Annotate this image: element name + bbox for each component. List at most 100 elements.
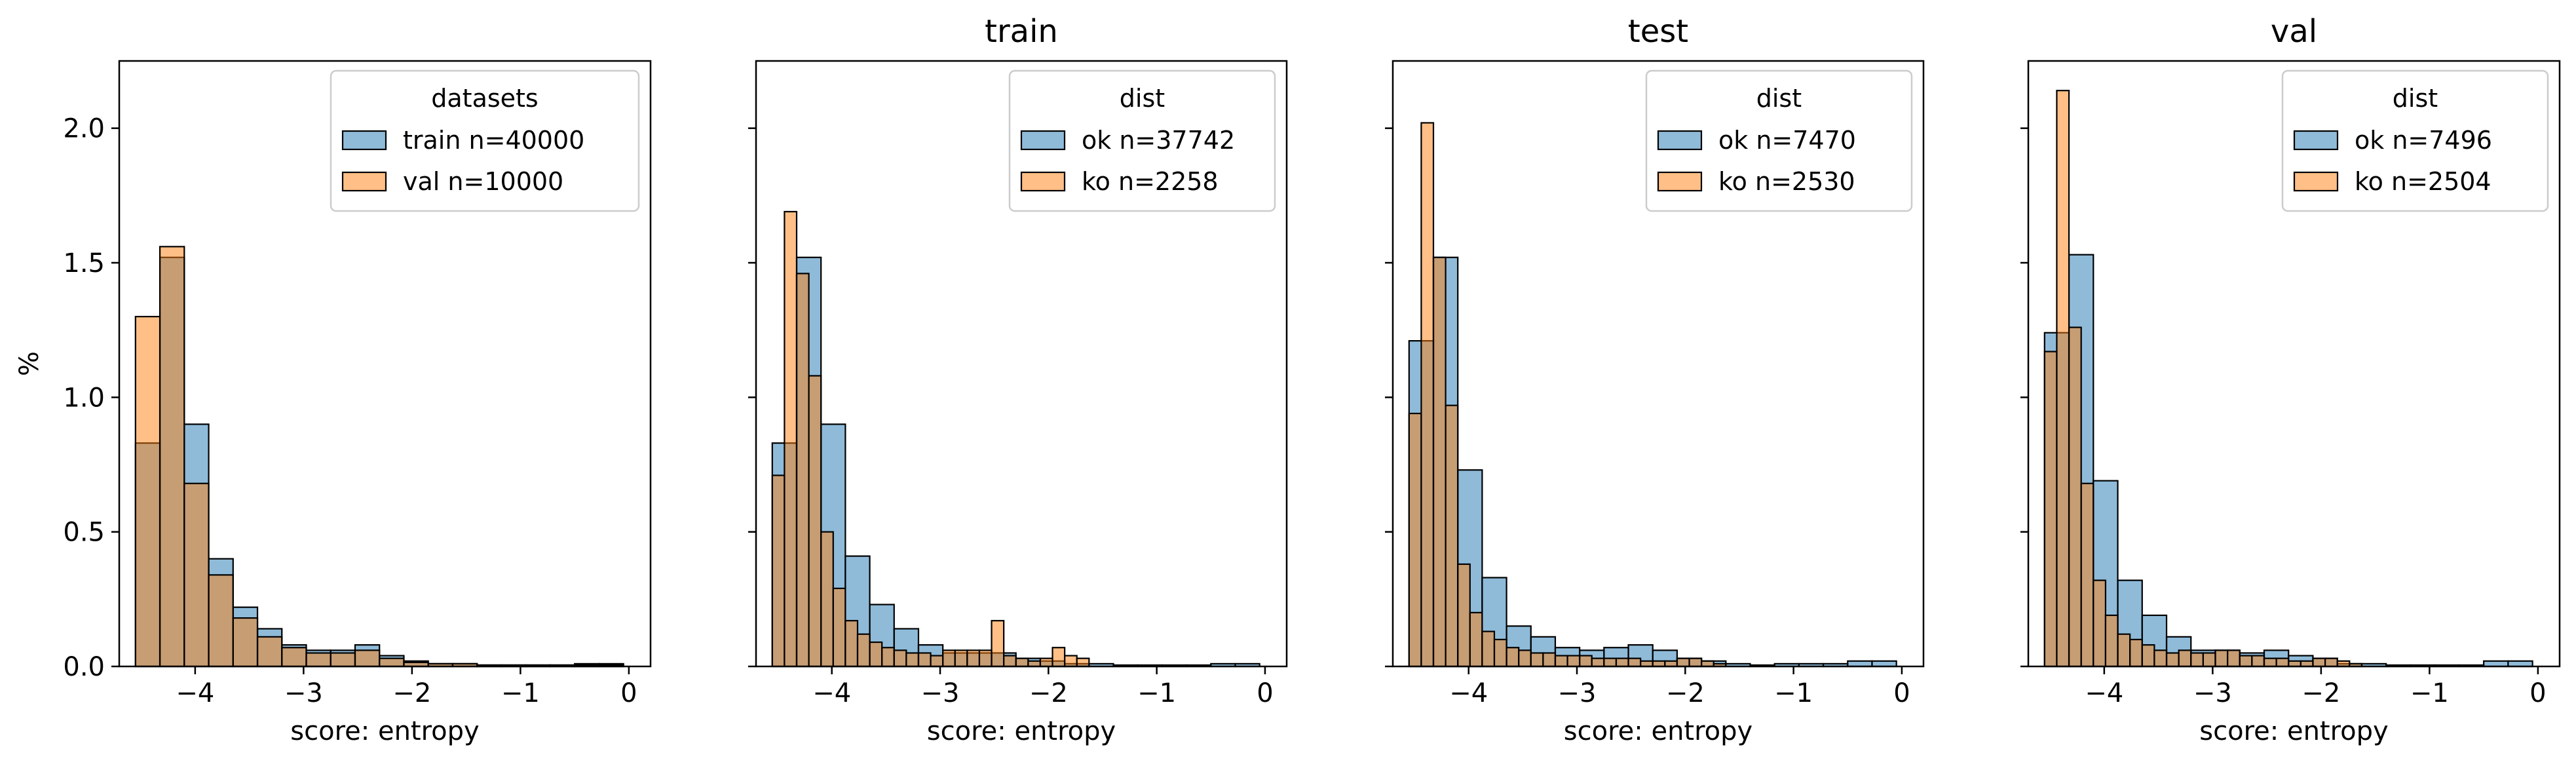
histogram-bar bbox=[795, 273, 810, 668]
histogram-bar bbox=[183, 482, 210, 668]
x-tick-label: −3 bbox=[1558, 678, 1597, 708]
legend-swatch bbox=[2293, 130, 2339, 151]
histogram-bar bbox=[2202, 652, 2216, 668]
histogram-bar bbox=[2214, 649, 2229, 668]
legend-entry-label: train n=40000 bbox=[403, 126, 584, 155]
legend-entry-label: ko n=2530 bbox=[1718, 167, 1855, 196]
legend-swatch bbox=[1020, 130, 1066, 151]
legend-box bbox=[1008, 69, 1276, 212]
histogram-bar bbox=[1603, 657, 1618, 668]
legend-entry-label: ok n=7496 bbox=[2355, 126, 2492, 155]
histogram-bar bbox=[2093, 579, 2107, 668]
histogram-bar bbox=[1591, 657, 1605, 668]
histogram-bar bbox=[954, 649, 968, 668]
legend-swatch bbox=[2293, 171, 2339, 192]
legend-entry-label: ok n=37742 bbox=[1082, 126, 1235, 155]
histogram-bar bbox=[942, 649, 956, 668]
series-2 bbox=[134, 246, 624, 668]
histogram-bar bbox=[2263, 657, 2277, 668]
histogram-bar bbox=[1506, 647, 1520, 668]
histogram-bar bbox=[1676, 657, 1690, 668]
x-tick-label: −2 bbox=[1666, 678, 1705, 708]
histogram-bar bbox=[1542, 652, 1557, 668]
series-1 bbox=[2043, 254, 2533, 668]
legend-box bbox=[330, 69, 640, 212]
histogram-bar bbox=[281, 647, 307, 668]
histogram-bar bbox=[330, 652, 356, 668]
x-tick-label: −1 bbox=[501, 678, 540, 708]
histogram-bar bbox=[905, 652, 920, 668]
histogram-bar bbox=[1051, 647, 1066, 668]
panel-title: test bbox=[1628, 13, 1688, 50]
legend-swatch bbox=[1020, 171, 1066, 192]
histogram-bar bbox=[1493, 638, 1507, 668]
panel-title: train bbox=[985, 13, 1058, 50]
histogram-bar bbox=[2190, 652, 2204, 668]
axes-frame bbox=[1392, 60, 1925, 668]
legend-box bbox=[2281, 69, 2549, 212]
histogram-bar bbox=[1445, 404, 1459, 668]
histogram-bar bbox=[991, 620, 1005, 668]
legend-box bbox=[1645, 69, 1913, 212]
x-axis-label: score: entropy bbox=[2199, 716, 2388, 746]
legend-swatch bbox=[1657, 171, 1703, 192]
axes-frame bbox=[2027, 60, 2561, 668]
legend: dist ok n=7470 ko n=2530 bbox=[1645, 69, 1913, 212]
legend-title: datasets bbox=[431, 84, 538, 113]
histogram-bar bbox=[808, 375, 822, 668]
histogram-bar bbox=[1554, 655, 1568, 668]
x-tick-label: −1 bbox=[1774, 678, 1813, 708]
histogram-bar bbox=[2104, 614, 2119, 668]
legend-swatch bbox=[341, 130, 387, 151]
histogram-bar bbox=[2312, 657, 2326, 668]
histogram-bar bbox=[1688, 657, 1703, 668]
histogram-bar bbox=[305, 652, 331, 668]
x-tick-label: −3 bbox=[2193, 678, 2232, 708]
x-tick-label: −4 bbox=[176, 678, 214, 708]
x-tick-label: 0 bbox=[1893, 678, 1910, 708]
axes-frame bbox=[118, 60, 652, 668]
histogram-bar bbox=[1615, 657, 1629, 668]
legend-entry-label: ko n=2504 bbox=[2355, 167, 2491, 196]
histogram-bar bbox=[1064, 655, 1078, 668]
histogram-bar bbox=[2165, 652, 2180, 668]
histogram-bar bbox=[1530, 652, 1544, 668]
histogram-bar bbox=[820, 531, 834, 668]
histogram-bar bbox=[1420, 122, 1435, 668]
y-axis-label: % bbox=[14, 351, 45, 376]
histogram-bar bbox=[1579, 655, 1593, 668]
histogram-bar bbox=[2068, 326, 2082, 668]
x-tick-label: −4 bbox=[1449, 678, 1488, 708]
legend-swatch bbox=[1657, 130, 1703, 151]
legend-title: dist bbox=[2393, 84, 2438, 113]
y-tick-label: 0.5 bbox=[63, 518, 105, 548]
y-tick-label: 1.0 bbox=[63, 383, 105, 413]
chart-panel-1: −4 −3 −2 −1 0 0.0 0.5 1.0 1.5 2.0 score: entropy% d… bbox=[14, 60, 652, 746]
histogram-bar bbox=[844, 620, 859, 668]
histogram-bar bbox=[2043, 351, 2058, 668]
histogram-bar bbox=[2239, 655, 2253, 668]
histogram-bar bbox=[1469, 611, 1483, 668]
histogram-bar bbox=[1566, 655, 1581, 668]
histogram-bar bbox=[832, 587, 846, 668]
histogram-bar bbox=[1003, 655, 1017, 668]
histogram-bar bbox=[1015, 657, 1029, 668]
x-tick-label: 0 bbox=[620, 678, 637, 708]
x-tick-label: −3 bbox=[921, 678, 960, 708]
histogram-bar bbox=[771, 474, 786, 668]
series-1 bbox=[1408, 256, 1897, 668]
x-axis-label: score: entropy bbox=[290, 716, 479, 746]
x-tick-label: −2 bbox=[1029, 678, 1068, 708]
histogram-bar bbox=[893, 649, 907, 668]
histogram-bar bbox=[1076, 657, 1090, 668]
x-tick-label: 0 bbox=[2529, 678, 2546, 708]
legend-title: dist bbox=[1120, 84, 1165, 113]
histogram-bar bbox=[856, 633, 871, 668]
x-tick-label: −4 bbox=[812, 678, 851, 708]
x-tick-label: −3 bbox=[284, 678, 323, 708]
legend: dist ok n=7496 ko n=2504 bbox=[2281, 69, 2549, 212]
histogram-bar bbox=[2153, 649, 2168, 668]
legend: datasets train n=40000 val n=10000 bbox=[330, 69, 640, 212]
histogram-bar bbox=[2227, 649, 2241, 668]
